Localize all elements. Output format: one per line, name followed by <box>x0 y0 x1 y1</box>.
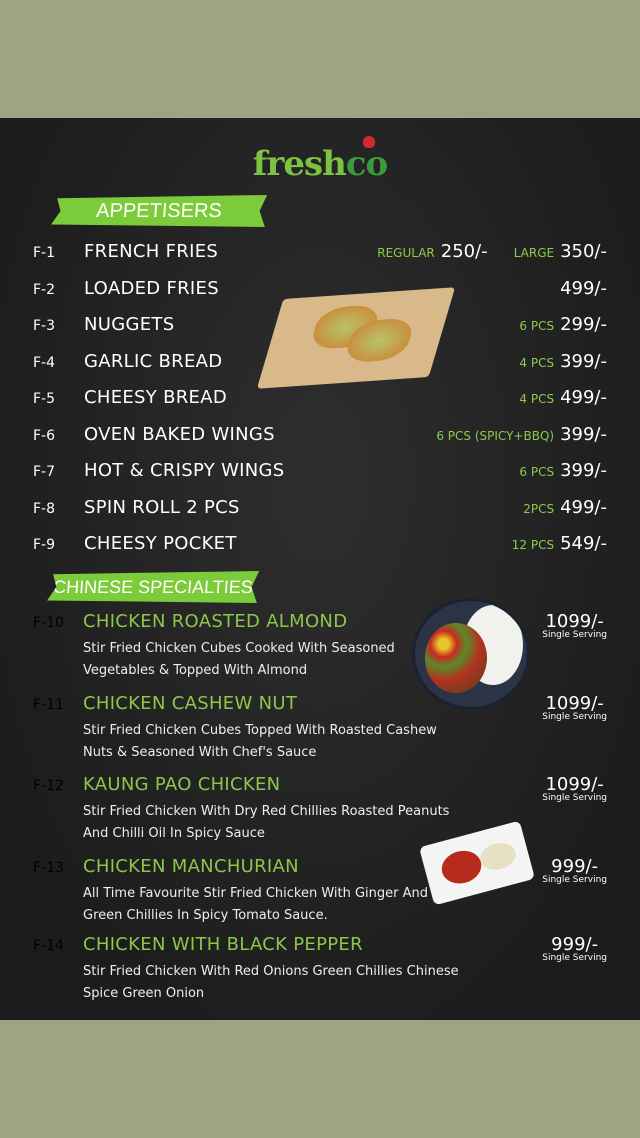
item-code: F-10 <box>33 615 64 631</box>
portion-label: 4 PCS <box>519 392 555 406</box>
price-group: 999/- Single Serving <box>542 856 607 885</box>
item-code: F-14 <box>33 938 64 954</box>
chinese-specialties-heading: CHINESE SPECIALTIES <box>47 571 259 603</box>
price: 250/- <box>440 241 488 262</box>
item-name: NUGGETS <box>84 314 175 335</box>
item-code: F-7 <box>33 464 56 480</box>
item-name: CHEESY POCKET <box>84 533 237 554</box>
portion-label: 6 PCS <box>519 319 555 333</box>
item-name: SPIN ROLL 2 PCS <box>84 497 240 518</box>
item-code: F-3 <box>33 318 56 334</box>
item-name: LOADED FRIES <box>84 278 219 299</box>
item-code: F-12 <box>33 778 64 794</box>
item-name: OVEN BAKED WINGS <box>84 424 275 445</box>
price: 549/- <box>560 533 607 554</box>
price: 399/- <box>560 424 607 445</box>
price-group: 999/- Single Serving <box>542 934 607 963</box>
menu-item: F-8 SPIN ROLL 2 PCS 2PCS 499/- <box>0 495 640 525</box>
logo-flower-icon <box>363 136 375 148</box>
item-description: Stir Fried Chicken With Red Onions Green… <box>83 964 459 1001</box>
menu-item: F-7 HOT & CRISPY WINGS 6 PCS 399/- <box>0 458 640 488</box>
menu-item: F-5 CHEESY BREAD 4 PCS 499/- <box>0 385 640 415</box>
item-name: HOT & CRISPY WINGS <box>84 460 285 481</box>
price-group: 6 PCS 399/- <box>519 460 607 481</box>
price-group: 6 PCS 299/- <box>519 314 607 335</box>
item-code: F-5 <box>33 391 56 407</box>
item-code: F-13 <box>33 860 64 876</box>
item-description: Stir Fried Chicken With Dry Red Chillies… <box>83 804 450 841</box>
item-description: Stir Fried Chicken Cubes Topped With Roa… <box>83 723 437 760</box>
price: 499/- <box>560 278 607 299</box>
item-description: Stir Fried Chicken Cubes Cooked With Sea… <box>83 641 395 678</box>
item-name: CHEESY BREAD <box>84 387 227 408</box>
freshco-logo: freshco <box>252 144 388 184</box>
garlic-bread-image <box>256 287 456 389</box>
price-group: 6 PCS (SPICY+BBQ) 399/- <box>436 424 607 445</box>
serving-label: Single Serving <box>542 875 607 885</box>
item-name: CHICKEN CASHEW NUT <box>83 693 298 714</box>
portion-label: 2PCS <box>523 502 555 516</box>
menu-item: F-3 NUGGETS 6 PCS 299/- <box>0 312 640 342</box>
portion-label: 6 PCS (SPICY+BBQ) <box>436 429 555 443</box>
item-name: CHICKEN ROASTED ALMOND <box>83 611 348 632</box>
item-code: F-1 <box>33 245 56 261</box>
price-group: 499/- <box>554 278 607 299</box>
menu-item: F-4 GARLIC BREAD 4 PCS 399/- <box>0 349 640 379</box>
item-description: All Time Favourite Stir Fried Chicken Wi… <box>83 886 429 923</box>
price: 399/- <box>560 351 607 372</box>
price: 1099/- <box>545 774 604 795</box>
appetisers-heading: APPETISERS <box>51 195 267 227</box>
price: 1099/- <box>545 611 604 632</box>
portion-label: 6 PCS <box>519 465 555 479</box>
item-name: CHICKEN MANCHURIAN <box>83 856 299 877</box>
item-code: F-6 <box>33 428 56 444</box>
portion-label: 4 PCS <box>519 356 555 370</box>
price-group: 12 PCS 549/- <box>512 533 607 554</box>
item-name: KAUNG PAO CHICKEN <box>83 774 281 795</box>
price-group: 2PCS 499/- <box>523 497 607 518</box>
menu-item: F-6 OVEN BAKED WINGS 6 PCS (SPICY+BBQ) 399/… <box>0 422 640 452</box>
item-code: F-4 <box>33 355 56 371</box>
price: 999/- <box>551 856 599 877</box>
menu-item: F-2 LOADED FRIES 499/- <box>0 276 640 306</box>
serving-label: Single Serving <box>542 630 607 640</box>
price-group: 4 PCS 399/- <box>519 351 607 372</box>
price-group: 4 PCS 499/- <box>519 387 607 408</box>
portion-label: 12 PCS <box>511 538 555 552</box>
price-group: 1099/- Single Serving <box>542 611 607 640</box>
item-name: CHICKEN WITH BLACK PEPPER <box>83 934 363 955</box>
chicken-rice-bowl-image <box>412 598 530 710</box>
serving-label: Single Serving <box>542 793 607 803</box>
serving-label: Single Serving <box>542 712 607 722</box>
price-group: 1099/- Single Serving <box>542 693 607 722</box>
price-group: REGULAR 250/- LARGE 350/- <box>377 241 607 262</box>
item-code: F-2 <box>33 282 56 298</box>
price: 499/- <box>560 497 607 518</box>
serving-label: Single Serving <box>542 953 607 963</box>
price-group: 1099/- Single Serving <box>542 774 607 803</box>
menu-item: F-9 CHEESY POCKET 12 PCS 549/- <box>0 531 640 561</box>
price: 999/- <box>551 934 599 955</box>
item-name: FRENCH FRIES <box>84 241 219 262</box>
portion-label: REGULAR <box>377 246 435 260</box>
price: 499/- <box>560 387 607 408</box>
price: 399/- <box>560 460 607 481</box>
item-code: F-9 <box>33 537 56 553</box>
item-code: F-8 <box>33 501 56 517</box>
item-name: GARLIC BREAD <box>84 351 223 372</box>
menu-item: F-1 FRENCH FRIES REGULAR 250/- LARGE 350/- <box>0 239 640 269</box>
price: 299/- <box>560 314 607 335</box>
price: 350/- <box>560 241 607 262</box>
item-code: F-11 <box>33 697 64 713</box>
portion-label: LARGE <box>513 246 555 260</box>
menu-board: freshco APPETISERS F-1 FRENCH FRIES REGULA… <box>0 118 640 1020</box>
price: 1099/- <box>545 693 604 714</box>
